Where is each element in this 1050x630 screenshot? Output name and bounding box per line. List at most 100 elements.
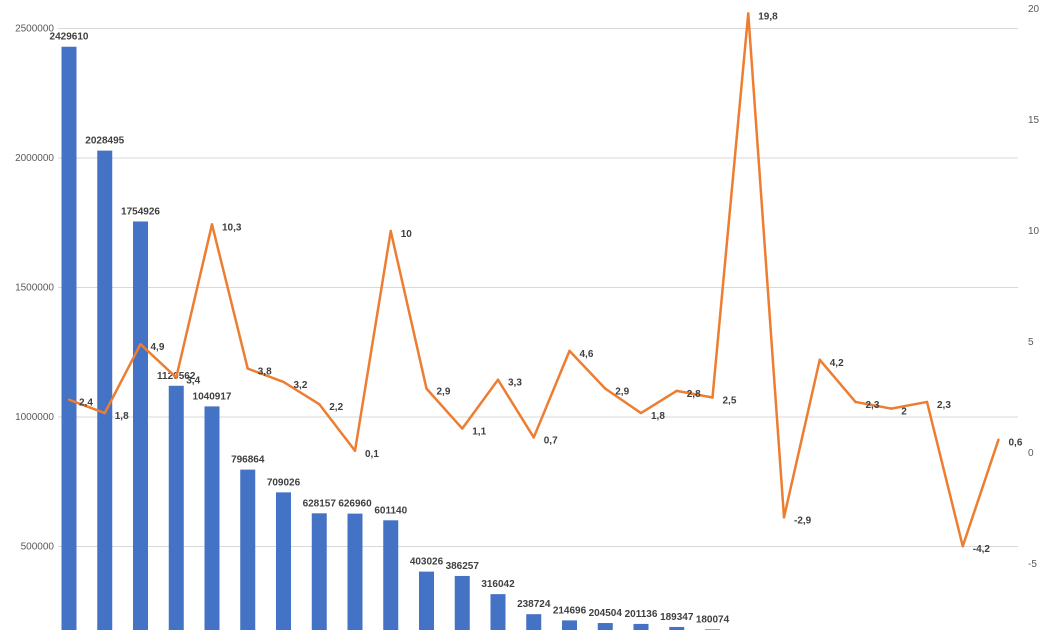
line-value-label: 1,1 xyxy=(472,427,486,438)
bar-value-label: 214696 xyxy=(553,605,587,616)
line-value-label: 3,2 xyxy=(294,380,308,391)
bar xyxy=(61,46,77,630)
y-right-tick-label: -5 xyxy=(1028,559,1037,570)
bar-value-label: 201136 xyxy=(625,609,658,620)
line-point xyxy=(246,367,249,370)
y-right-tick-label: 20 xyxy=(1028,4,1040,15)
line-point xyxy=(461,427,464,430)
bar-value-label: 626960 xyxy=(338,499,372,510)
line-point xyxy=(782,516,786,519)
line-point xyxy=(711,396,714,399)
bar-value-label: 403026 xyxy=(410,557,444,568)
line-value-label: 2,2 xyxy=(329,402,343,413)
line-value-label: 2 xyxy=(901,407,907,418)
line-point xyxy=(890,407,893,410)
bar xyxy=(168,385,184,630)
bar-value-label: 709026 xyxy=(267,477,301,488)
line-point xyxy=(532,436,535,439)
line-value-label: 3,8 xyxy=(258,367,272,378)
line-point xyxy=(747,12,750,15)
line-value-label: 1,8 xyxy=(115,411,129,422)
bar-value-label: 1040917 xyxy=(193,391,232,402)
line-value-label: 2,9 xyxy=(437,387,451,398)
bar-value-label: 316042 xyxy=(481,579,515,590)
line-value-label: 10 xyxy=(401,229,413,240)
line-point xyxy=(854,400,857,404)
line-value-label: 0,7 xyxy=(544,435,558,446)
bar xyxy=(454,575,470,630)
line-value-label: 2,3 xyxy=(937,400,951,411)
line-point xyxy=(997,438,1000,441)
line-point xyxy=(210,223,214,226)
line-point xyxy=(175,376,178,379)
y-right-tick-label: 0 xyxy=(1028,448,1034,459)
line-point xyxy=(67,398,71,401)
line-point xyxy=(139,343,142,346)
bar xyxy=(597,623,613,630)
y-left-tick-label: 2500000 xyxy=(15,24,54,35)
line-point xyxy=(604,387,607,390)
line-value-label: 2,4 xyxy=(79,398,93,409)
line-value-label: 4,9 xyxy=(151,342,165,353)
bar-value-label: 2028495 xyxy=(85,136,124,147)
line-point xyxy=(425,387,428,390)
line-point xyxy=(675,389,678,393)
y-left-tick-label: 2000000 xyxy=(15,153,54,164)
line-value-label: 1,8 xyxy=(651,411,665,422)
bar xyxy=(669,626,685,630)
bar-value-label: 1754926 xyxy=(121,206,160,217)
bar xyxy=(276,492,291,630)
line-point xyxy=(318,402,321,406)
bar-value-label: 2429610 xyxy=(50,32,89,43)
bar-value-label: 628157 xyxy=(303,498,337,509)
bar xyxy=(311,513,327,630)
bar xyxy=(347,513,363,630)
bar xyxy=(490,594,506,630)
line-value-label: 2,3 xyxy=(866,400,880,411)
bar xyxy=(240,469,256,630)
line-value-label: 2,5 xyxy=(723,396,737,407)
line-value-label: 3,4 xyxy=(186,376,200,387)
y-right-tick-label: 10 xyxy=(1028,226,1040,237)
line-point xyxy=(818,358,821,361)
bar-value-label: 238724 xyxy=(517,599,551,610)
line-value-label: -2,9 xyxy=(794,515,812,526)
line-value-label: 3,3 xyxy=(508,378,522,389)
bar-value-label: 204504 xyxy=(589,608,623,619)
line-value-label: 4,6 xyxy=(580,349,594,360)
line-point xyxy=(639,411,643,415)
bar-value-label: 386257 xyxy=(446,561,480,572)
bar-value-label: 189347 xyxy=(660,612,694,623)
bar-value-label: 796864 xyxy=(231,455,265,466)
line-value-label: 0,6 xyxy=(1009,438,1023,449)
line-point xyxy=(282,380,285,384)
line-value-label: 2,9 xyxy=(615,387,629,398)
bar-value-label: 180074 xyxy=(696,614,730,625)
bar xyxy=(633,623,649,630)
bar xyxy=(562,620,577,630)
bar xyxy=(97,150,113,630)
bar xyxy=(419,571,434,630)
line-point xyxy=(389,229,392,233)
line-point xyxy=(496,378,500,381)
bar-value-label: 601140 xyxy=(374,505,407,516)
line-point xyxy=(568,349,571,353)
line-value-label: 19,8 xyxy=(758,11,778,22)
line-point xyxy=(925,400,929,404)
line-value-label: 4,2 xyxy=(830,358,844,369)
y-left-tick-label: 500000 xyxy=(21,542,55,553)
line-point xyxy=(961,545,964,548)
line-value-label: 0,1 xyxy=(365,449,379,460)
y-left-tick-label: 1000000 xyxy=(15,412,54,423)
y-right-tick-label: 5 xyxy=(1028,337,1034,348)
line-value-label: 2,8 xyxy=(687,389,701,400)
bar xyxy=(133,221,148,630)
bar xyxy=(526,614,542,630)
line-value-label: 10,3 xyxy=(222,222,242,233)
line-value-label: -4,2 xyxy=(973,544,991,555)
line-point xyxy=(103,411,106,415)
y-left-tick-label: 1500000 xyxy=(15,283,54,294)
bar xyxy=(204,406,220,630)
bar xyxy=(383,520,399,630)
